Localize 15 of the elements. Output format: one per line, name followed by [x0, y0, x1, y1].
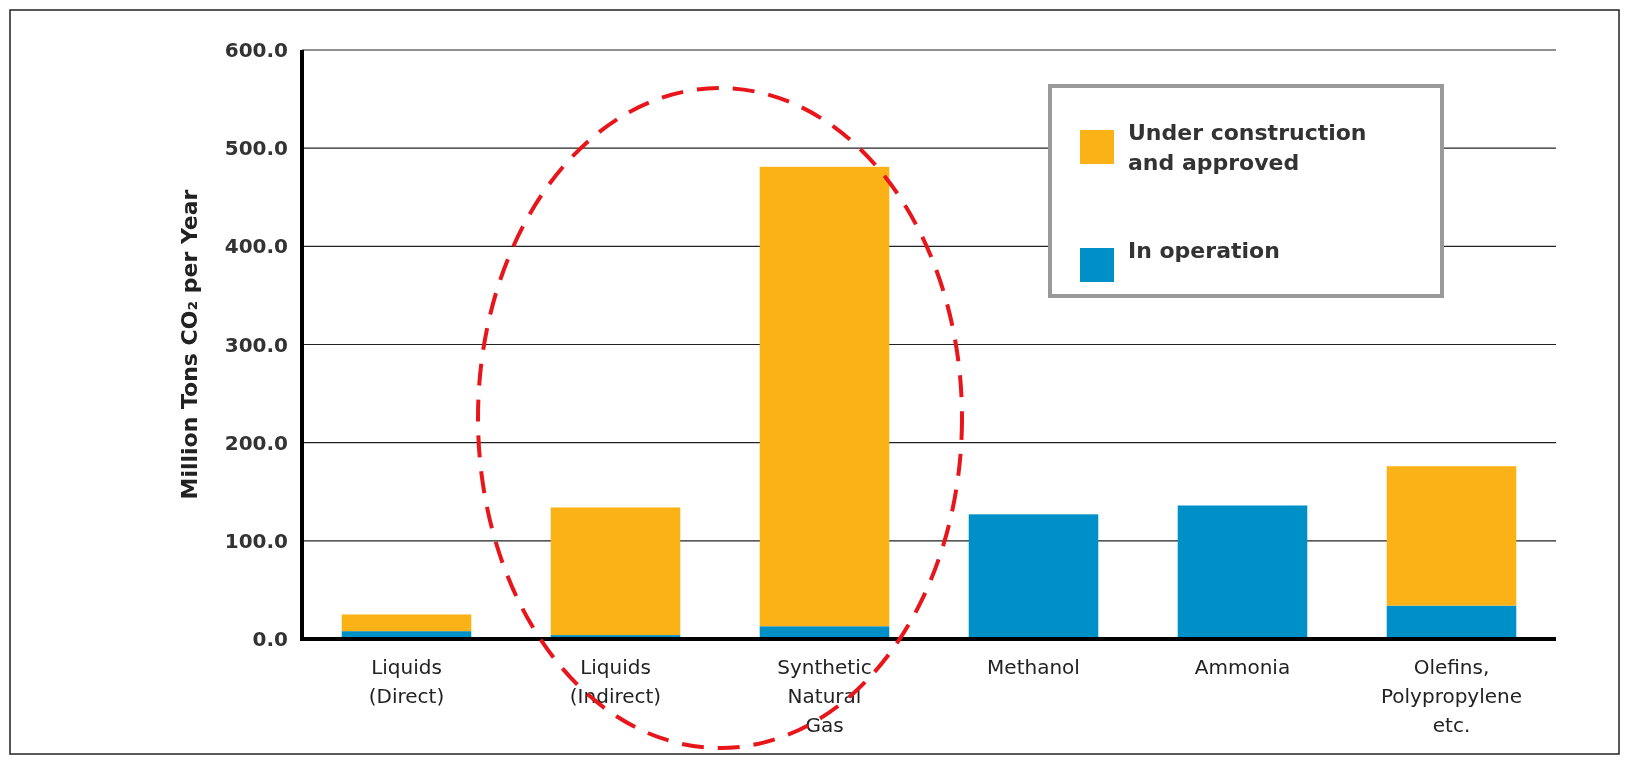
- x-tick-label: Liquids (Direct): [368, 655, 445, 708]
- y-tick-label: 0.0: [252, 627, 288, 651]
- legend-label: Under construction and approved: [1128, 120, 1367, 175]
- y-tick-label: 500.0: [224, 136, 288, 161]
- y-tick-label: 600.0: [224, 38, 288, 62]
- x-tick-label: Methanol: [987, 655, 1080, 679]
- legend-label: In operation: [1128, 238, 1280, 263]
- x-tick-label: Synthetic Natural Gas: [777, 655, 872, 737]
- x-tick-label: Ammonia: [1194, 655, 1291, 679]
- y-tick-label: 400.0: [224, 234, 288, 259]
- y-tick-label: 300.0: [224, 332, 288, 357]
- y-tick-label: 100.0: [224, 528, 288, 553]
- y-axis-title: Million Tons CO₂ per Year: [177, 189, 202, 500]
- x-tick-label: Olefins, Polypropylene etc.: [1380, 655, 1523, 737]
- y-tick-label: 200.0: [224, 430, 288, 455]
